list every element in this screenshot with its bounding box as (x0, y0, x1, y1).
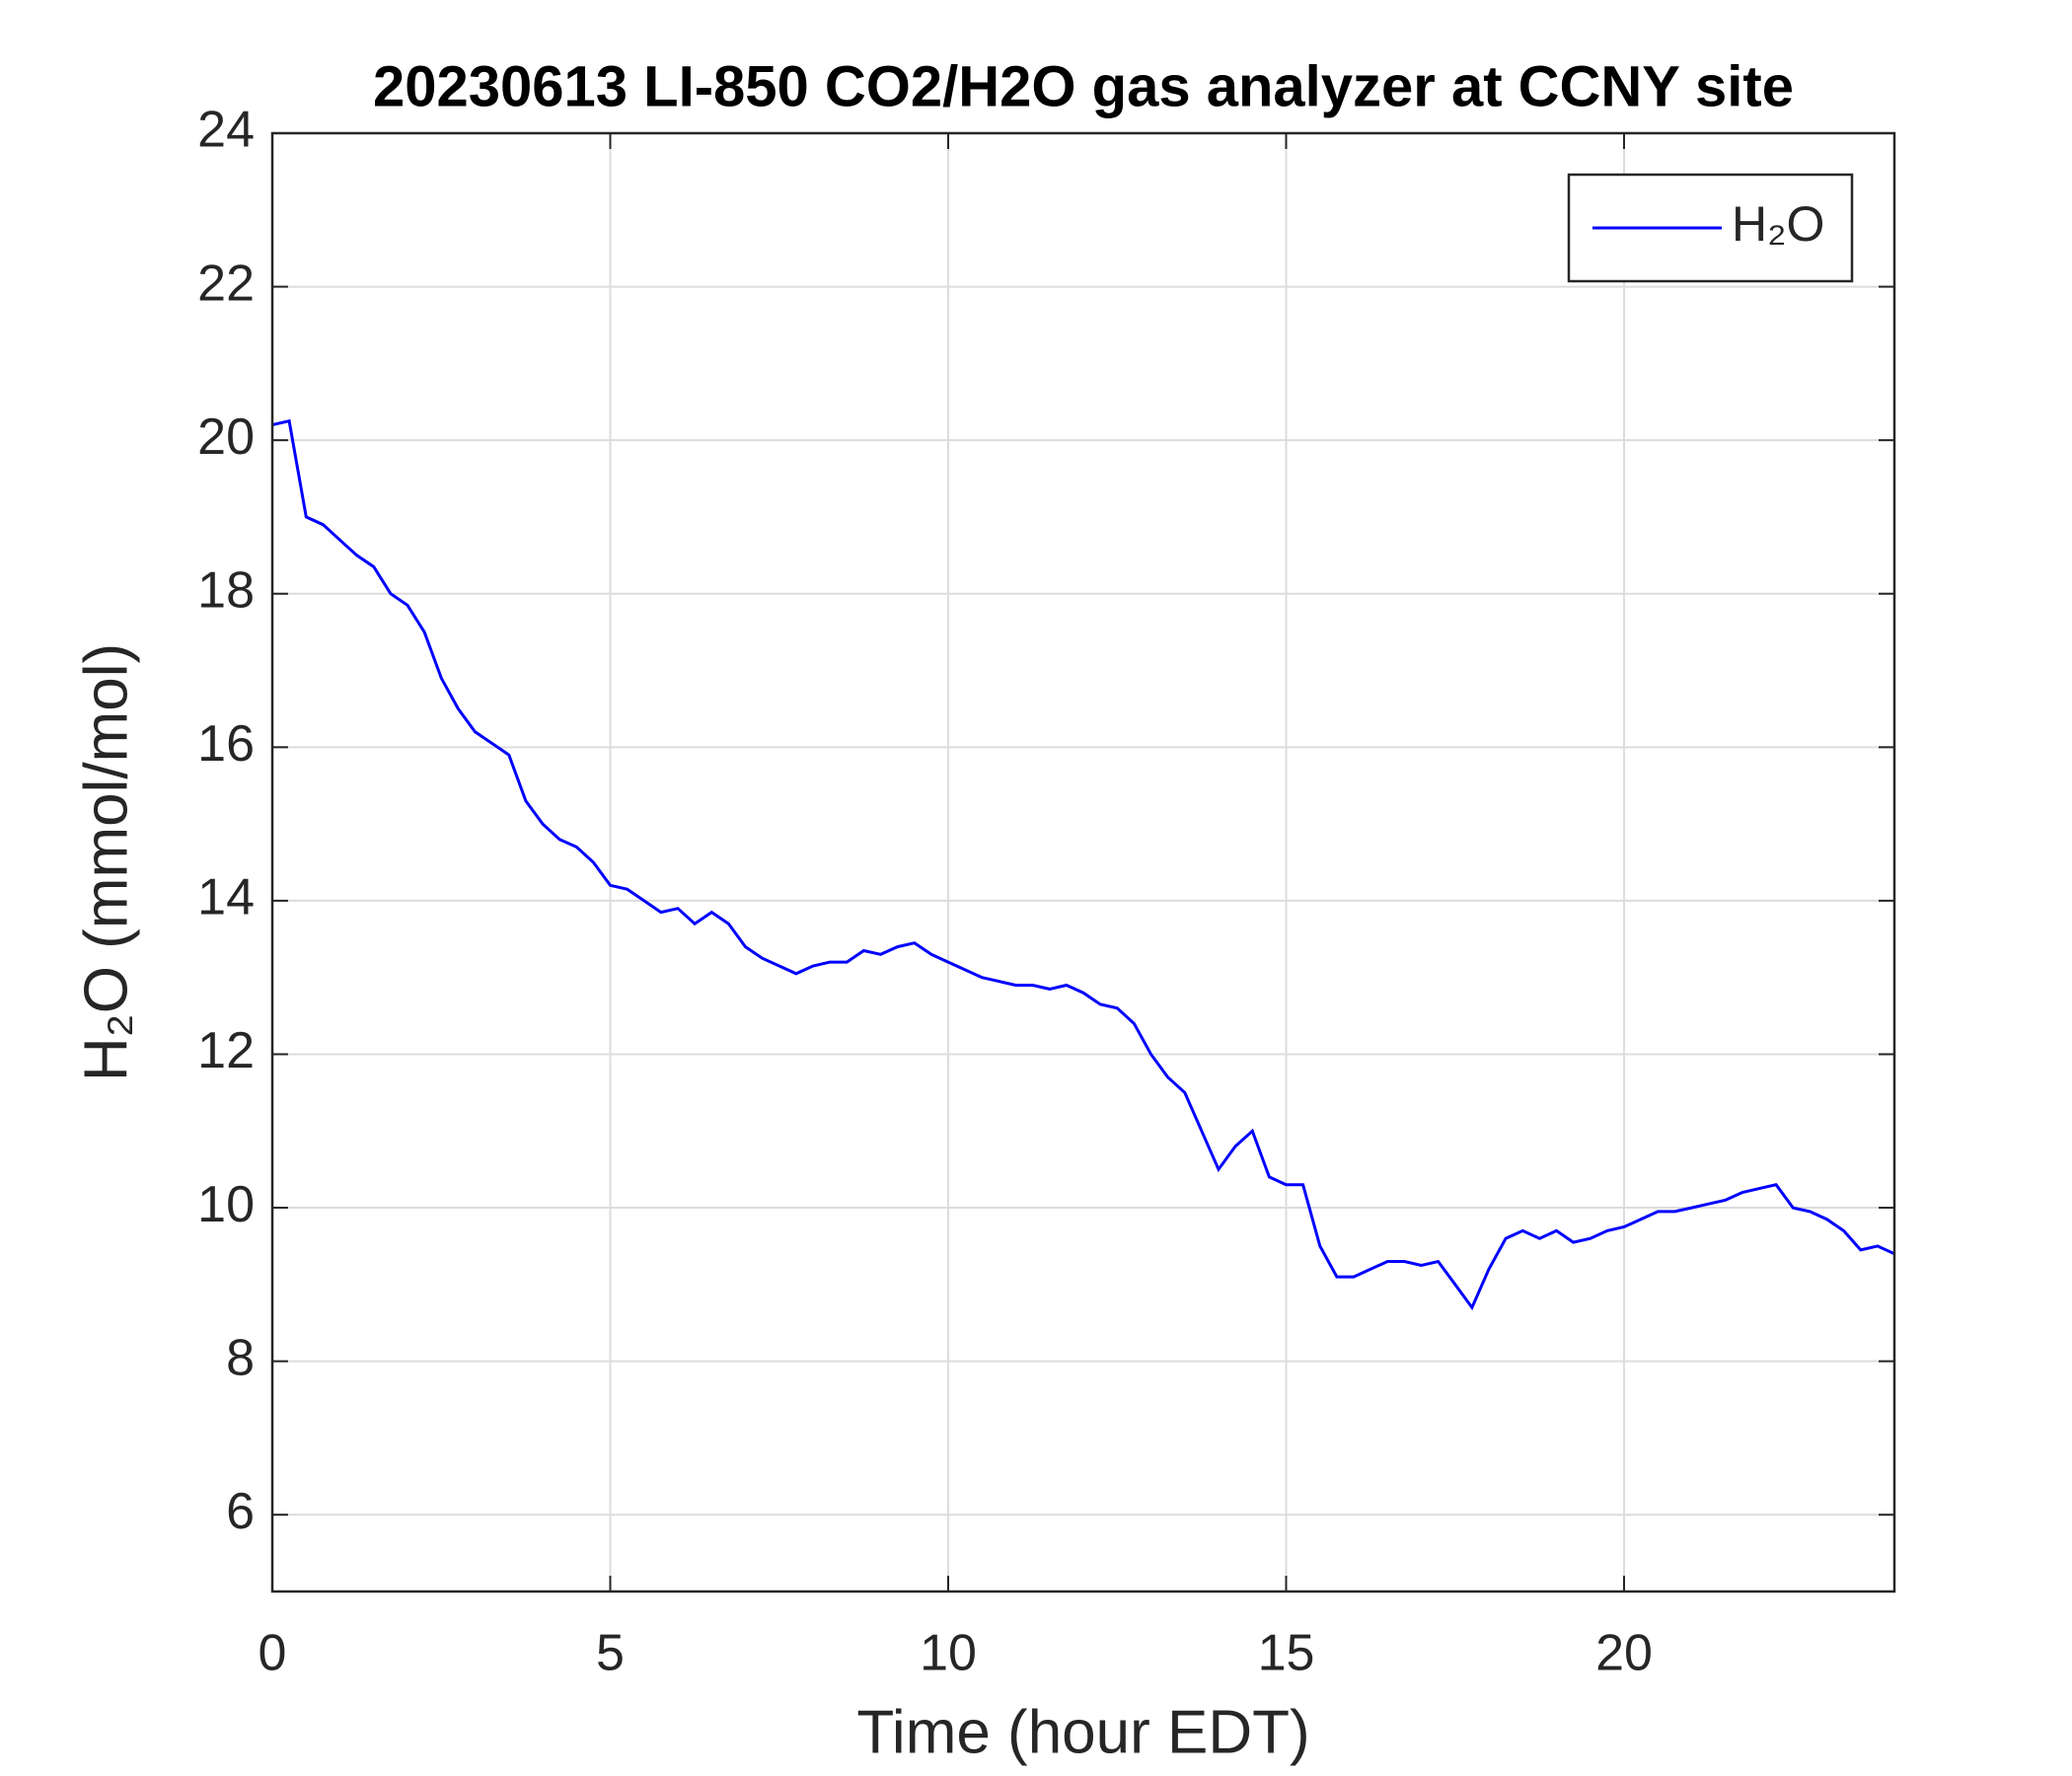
data-line (271, 418, 1895, 1311)
y-axis-label: H₂O (mmol/mol) (72, 643, 140, 1081)
y-tick-label: 20 (197, 408, 255, 466)
y-tick-label: 18 (197, 561, 255, 619)
x-tick-label: 5 (596, 1625, 625, 1682)
y-tick-label: 14 (197, 869, 255, 926)
y-tick-label: 6 (226, 1483, 255, 1540)
plot-frame (270, 131, 1896, 1593)
x-tick-label: 0 (259, 1625, 287, 1682)
x-tick-label: 15 (1258, 1625, 1315, 1682)
y-tick-label: 22 (197, 255, 255, 312)
y-tick-label: 10 (197, 1176, 255, 1233)
y-tick-label: 12 (197, 1022, 255, 1079)
legend-label: H₂O (1732, 196, 1824, 252)
y-tick-label: 8 (226, 1329, 255, 1386)
x-tick-label: 20 (1595, 1625, 1653, 1682)
y-tick-label: 16 (197, 715, 255, 773)
chart-title: 20230613 LI-850 CO2/H2O gas analyzer at … (373, 54, 1794, 118)
y-tick-label: 24 (197, 102, 255, 159)
x-tick-label: 10 (920, 1625, 977, 1682)
x-axis-label: Time (hour EDT) (856, 1698, 1309, 1766)
